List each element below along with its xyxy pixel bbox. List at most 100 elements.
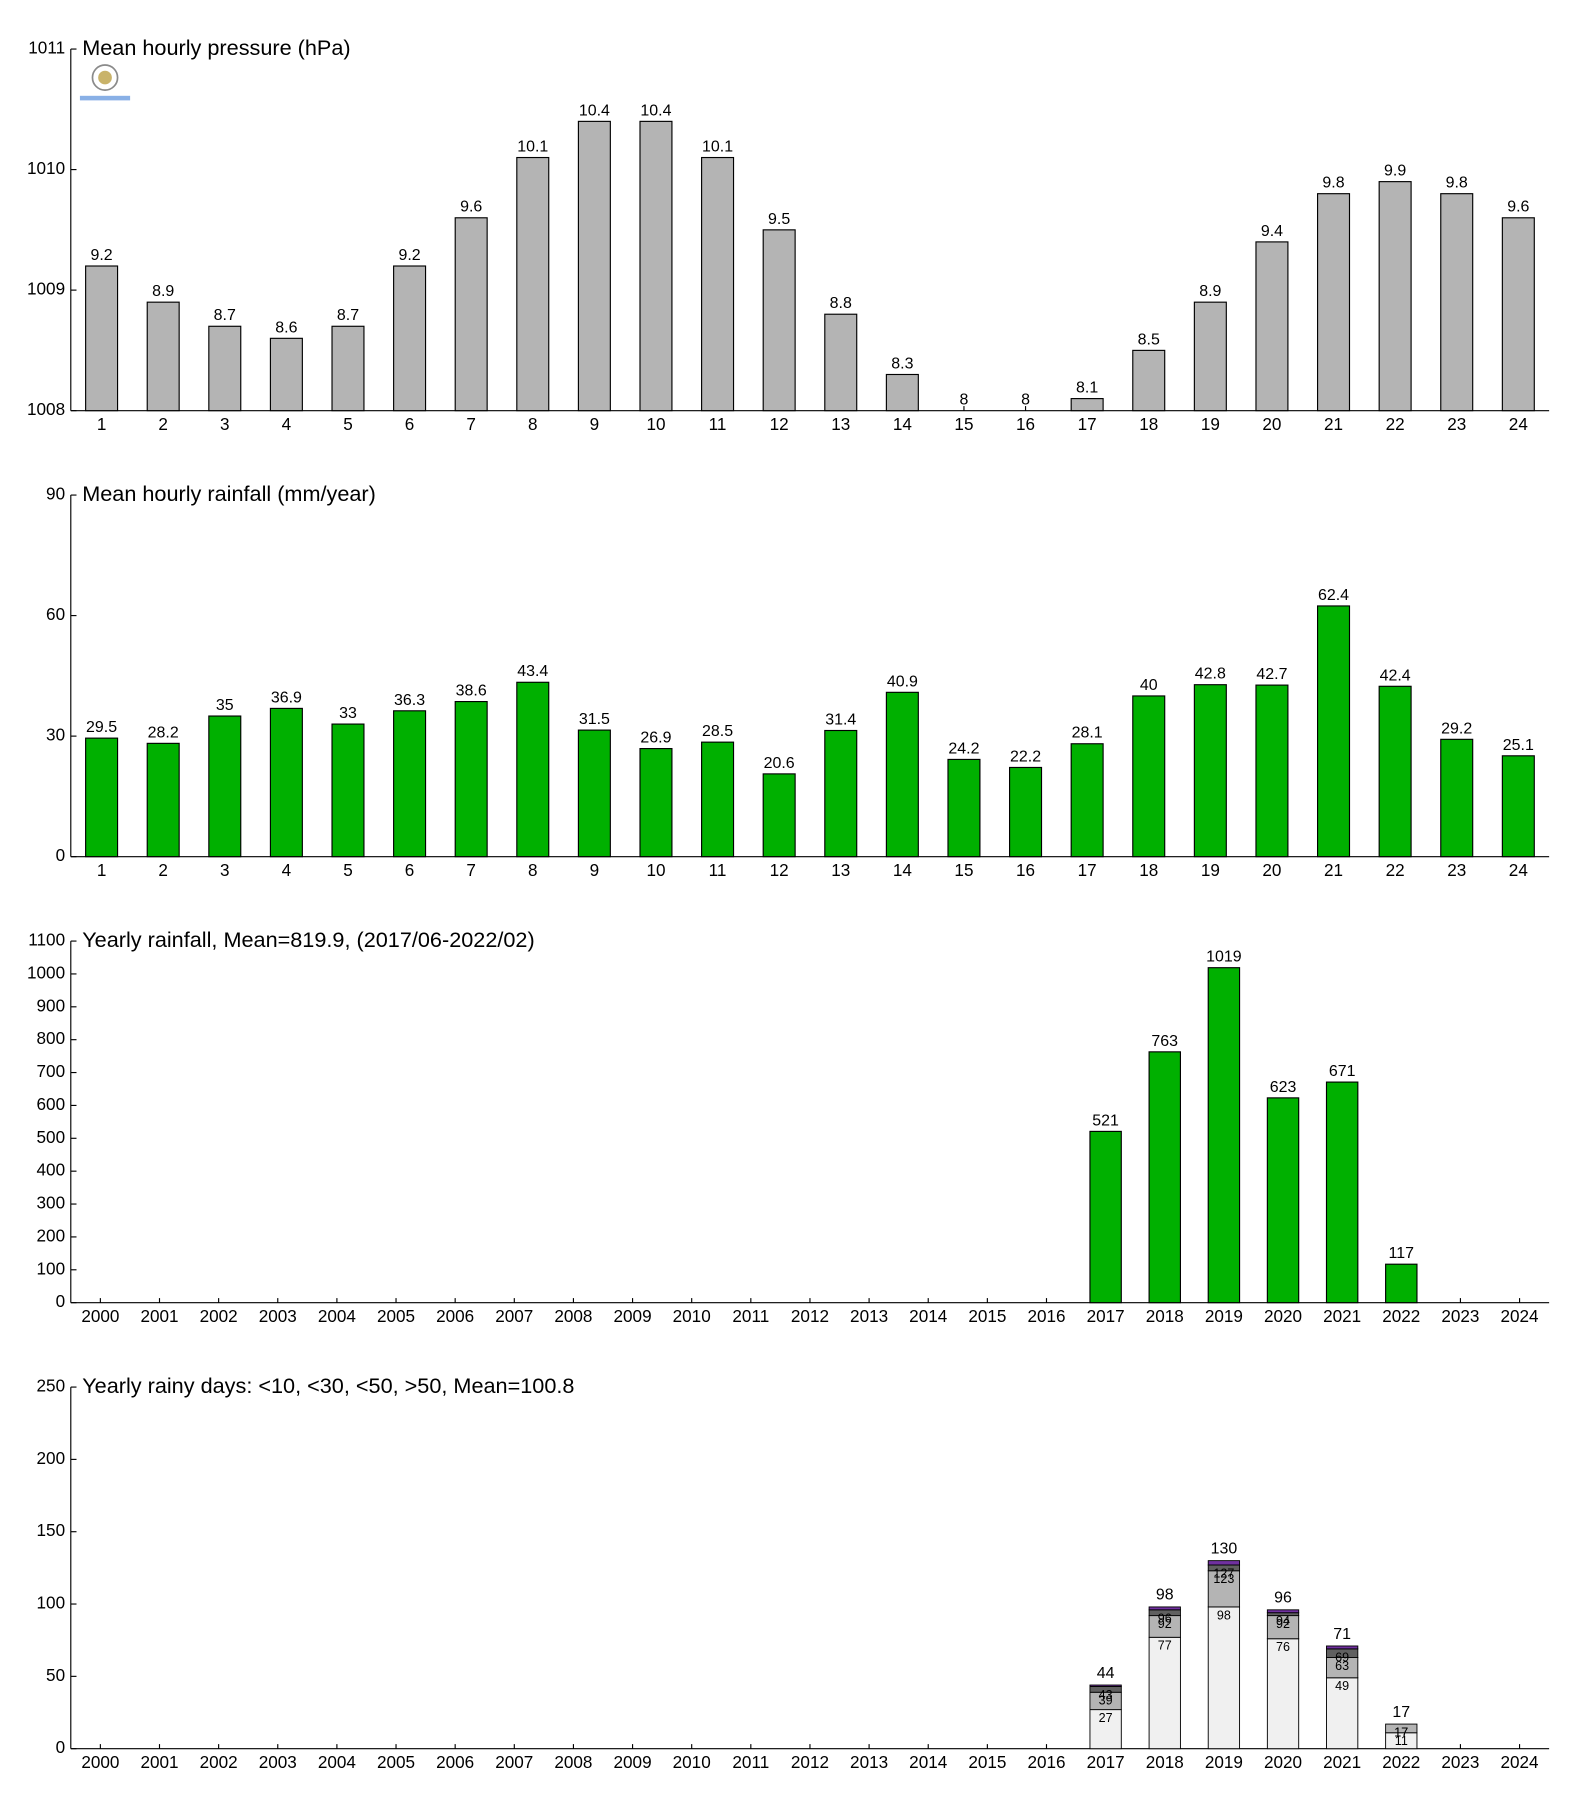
bar	[1148, 1051, 1182, 1304]
x-tick-label: 24	[1509, 861, 1529, 880]
value-label: 24.2	[948, 740, 979, 757]
segment-label: 92	[1158, 1617, 1172, 1631]
x-tick-label: 2001	[140, 1753, 178, 1772]
x-tick-label: 2024	[1501, 1307, 1540, 1326]
value-label: 43.4	[517, 663, 548, 680]
bar	[824, 729, 858, 858]
value-label: 1019	[1206, 949, 1242, 966]
x-tick-label: 15	[954, 415, 973, 434]
value-label: 9.6	[460, 199, 482, 216]
value-label: 117	[1389, 1245, 1415, 1262]
segment-label: 17	[1394, 1726, 1408, 1740]
segment-label: 49	[1335, 1679, 1349, 1693]
x-tick-label: 23	[1447, 861, 1466, 880]
x-tick-label: 2009	[614, 1307, 652, 1326]
value-label: 9.8	[1446, 175, 1468, 192]
bar	[1266, 1097, 1300, 1304]
x-tick-label: 2013	[850, 1753, 888, 1772]
segment-label: 123	[1213, 1572, 1234, 1586]
x-tick-label: 2002	[200, 1307, 238, 1326]
y-tick-label: 500	[37, 1128, 66, 1147]
x-tick-label: 2021	[1323, 1753, 1361, 1772]
value-label: 40	[1140, 677, 1158, 694]
x-tick-label: 21	[1324, 861, 1343, 880]
x-tick-label: 5	[343, 415, 353, 434]
bar	[577, 729, 611, 858]
y-tick-label: 400	[37, 1161, 66, 1180]
x-tick-label: 2007	[495, 1307, 533, 1326]
bar	[146, 742, 180, 858]
x-tick-label: 2017	[1087, 1753, 1125, 1772]
y-tick-label: 0	[56, 1292, 66, 1311]
y-tick-label: 0	[56, 846, 66, 865]
x-tick-label: 2004	[318, 1307, 357, 1326]
bar	[1207, 967, 1241, 1304]
value-label: 25.1	[1503, 737, 1534, 754]
total-label: 98	[1156, 1587, 1174, 1604]
bar	[639, 120, 673, 412]
chart-title: Yearly rainy days: <10, <30, <50, >50, M…	[82, 1373, 574, 1398]
x-tick-label: 10	[646, 415, 665, 434]
bar	[331, 723, 365, 858]
x-tick-label: 2000	[81, 1307, 119, 1326]
value-label: 8.8	[830, 295, 852, 312]
bar	[762, 229, 796, 412]
x-tick-label: 2006	[436, 1753, 474, 1772]
bar-segment	[1089, 1684, 1122, 1687]
x-tick-label: 2003	[259, 1307, 297, 1326]
bar	[1316, 193, 1351, 412]
bar	[516, 681, 550, 858]
x-tick-label: 2012	[791, 1753, 829, 1772]
x-tick-label: 2007	[495, 1753, 533, 1772]
x-tick-label: 2016	[1027, 1753, 1065, 1772]
bar	[1132, 695, 1166, 858]
x-tick-label: 2010	[673, 1753, 711, 1772]
x-tick-label: 18	[1139, 861, 1158, 880]
bar	[1255, 241, 1289, 412]
value-label: 29.2	[1441, 720, 1472, 737]
x-tick-label: 2018	[1146, 1753, 1184, 1772]
value-label: 10.4	[640, 102, 671, 119]
bar	[1440, 193, 1474, 412]
segment-label: 77	[1158, 1639, 1172, 1653]
segment-label: 94	[1276, 1614, 1290, 1628]
x-tick-label: 2019	[1205, 1307, 1243, 1326]
value-label: 521	[1092, 1112, 1119, 1129]
bar	[1501, 755, 1535, 858]
y-tick-label: 1008	[27, 400, 65, 419]
y-tick-label: 90	[46, 485, 65, 504]
value-label: 38.6	[456, 683, 487, 700]
segment-label: 11	[1395, 1734, 1408, 1748]
y-tick-label: 50	[46, 1666, 65, 1685]
bar-segment	[1207, 1570, 1241, 1608]
segment-label: 76	[1276, 1640, 1290, 1654]
bar	[1255, 684, 1289, 858]
value-label: 40.9	[887, 673, 918, 690]
bar	[1089, 1130, 1122, 1304]
x-tick-label: 14	[893, 415, 913, 434]
x-tick-label: 2018	[1146, 1307, 1184, 1326]
bar	[639, 748, 673, 858]
x-tick-label: 2024	[1501, 1753, 1540, 1772]
bar-segment	[1207, 1560, 1241, 1566]
y-tick-label: 300	[37, 1194, 66, 1213]
x-tick-label: 20	[1262, 861, 1281, 880]
x-tick-label: 2023	[1441, 1753, 1479, 1772]
x-tick-label: 17	[1078, 861, 1097, 880]
value-label: 763	[1151, 1033, 1178, 1050]
segment-label: 17	[1394, 1726, 1408, 1740]
y-tick-label: 1000	[27, 963, 65, 982]
x-tick-label: 2008	[554, 1753, 592, 1772]
bar	[1325, 1081, 1359, 1304]
x-tick-label: 13	[831, 415, 850, 434]
bar	[1193, 684, 1227, 858]
bar	[393, 265, 427, 412]
bar-segment	[1089, 1709, 1122, 1750]
value-label: 22.2	[1010, 748, 1041, 765]
chart-title: Yearly rainfall, Mean=819.9, (2017/06-20…	[82, 927, 535, 952]
value-label: 9.2	[91, 247, 113, 264]
value-label: 42.7	[1256, 666, 1287, 683]
value-label: 8.1	[1076, 380, 1098, 397]
segment-label: 63	[1335, 1659, 1349, 1673]
value-label: 9.6	[1507, 199, 1529, 216]
